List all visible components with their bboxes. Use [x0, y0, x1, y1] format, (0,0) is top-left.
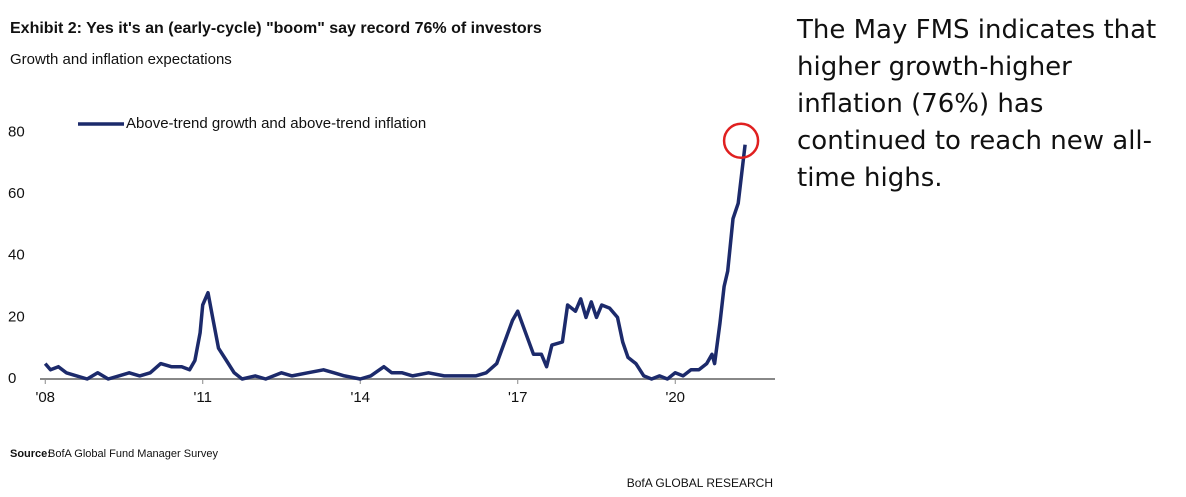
- x-tick-label: '14: [350, 389, 370, 406]
- y-tick-label: 0: [8, 370, 16, 387]
- source: BofA Global Fund Manager Survey: [48, 448, 218, 460]
- line: [43, 144, 747, 381]
- x-tick-label: '11: [194, 389, 212, 406]
- chart: Exhibit 2: Yes it's an (early-cycle) "bo…: [8, 20, 775, 490]
- x-tick-label: '17: [508, 389, 528, 406]
- chart-title: Exhibit 2: Yes it's an (early-cycle) "bo…: [10, 20, 542, 37]
- y-tick-label: 40: [8, 247, 25, 264]
- annotation: The May FMS indicates that higher growth…: [797, 15, 1157, 193]
- legend-label: Above-trend growth and above-trend infla…: [126, 115, 426, 132]
- x-tick-label: '08: [35, 389, 55, 406]
- chart-subtitle: Growth and inflation expectations: [10, 51, 232, 68]
- footer: BofA GLOBAL RESEARCH: [627, 476, 773, 490]
- y-tick-label: 60: [8, 185, 25, 202]
- highlight: [722, 122, 760, 159]
- y-tick-label: 80: [8, 123, 25, 140]
- x-tick-label: '20: [665, 389, 685, 406]
- source-label: Source:: [10, 448, 51, 460]
- y-tick-label: 20: [8, 308, 25, 325]
